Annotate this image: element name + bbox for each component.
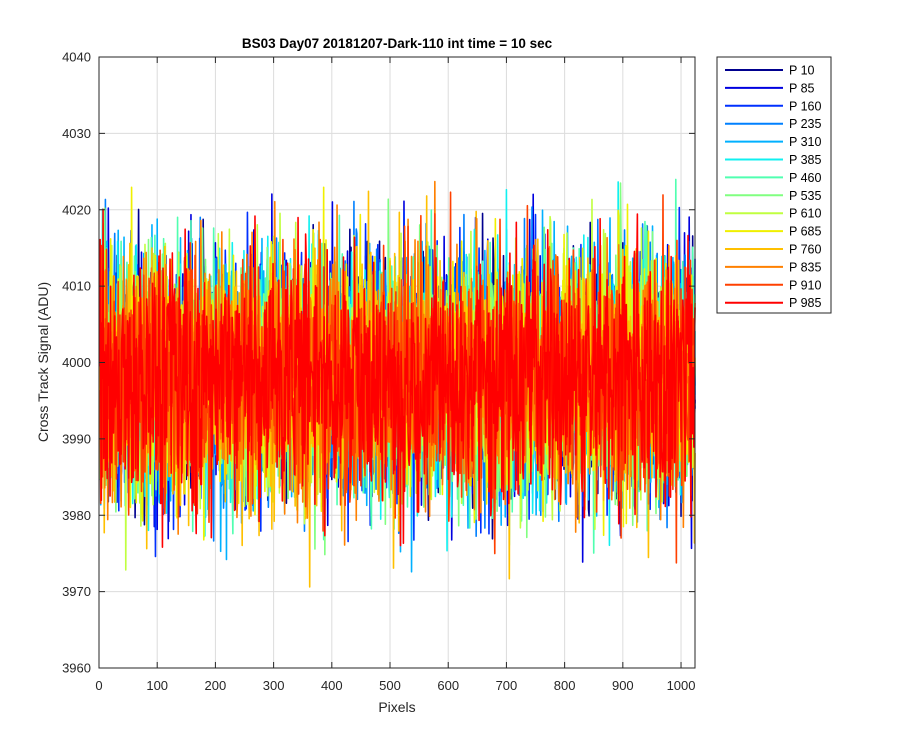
x-tick-label: 100	[146, 678, 168, 693]
y-tick-label: 4010	[62, 279, 91, 294]
y-tick-label: 4000	[62, 355, 91, 370]
x-axis-label: Pixels	[378, 699, 415, 715]
legend-label: P 760	[789, 243, 821, 257]
legend-label: P 235	[789, 117, 821, 131]
legend-label: P 535	[789, 189, 821, 203]
y-tick-label: 4020	[62, 202, 91, 217]
x-tick-label: 400	[321, 678, 343, 693]
x-tick-label: 300	[263, 678, 285, 693]
series-layer	[98, 178, 696, 588]
x-tick-label: 0	[95, 678, 102, 693]
x-tick-label: 900	[612, 678, 634, 693]
x-tick-label: 700	[496, 678, 518, 693]
legend-label: P 835	[789, 260, 821, 274]
y-tick-label: 3970	[62, 584, 91, 599]
legend-box	[716, 56, 832, 314]
legend-label: P 310	[789, 135, 821, 149]
legend: P 10 P 85 P 160 P 235 P 310 P 385 P 460 P 535 P …	[716, 56, 832, 314]
series-line-p-985	[98, 208, 696, 548]
chart-title: BS03 Day07 20181207-Dark-110 int time = …	[242, 36, 553, 51]
legend-label: P 910	[789, 278, 821, 292]
x-tick-label: 200	[205, 678, 227, 693]
y-tick-label: 3990	[62, 431, 91, 446]
legend-label: P 685	[789, 225, 821, 239]
y-tick-label: 3960	[62, 661, 91, 676]
legend-label: P 985	[789, 296, 821, 310]
ticks: 0 100 200 300 400 500 600 700 800 900 1000 3960 3970…	[62, 50, 695, 694]
legend-label: P 10	[789, 64, 815, 78]
legend-label: P 160	[789, 99, 821, 113]
legend-label: P 610	[789, 207, 821, 221]
y-tick-label: 4030	[62, 126, 91, 141]
legend-label: P 385	[789, 153, 821, 167]
y-axis-label: Cross Track Signal (ADU)	[35, 282, 51, 442]
legend-label: P 460	[789, 171, 821, 185]
x-tick-label: 600	[437, 678, 459, 693]
x-tick-label: 800	[554, 678, 576, 693]
legend-label: P 85	[789, 81, 815, 95]
y-tick-label: 4040	[62, 50, 91, 65]
y-tick-label: 3980	[62, 508, 91, 523]
x-tick-label: 1000	[667, 678, 696, 693]
x-tick-label: 500	[379, 678, 401, 693]
